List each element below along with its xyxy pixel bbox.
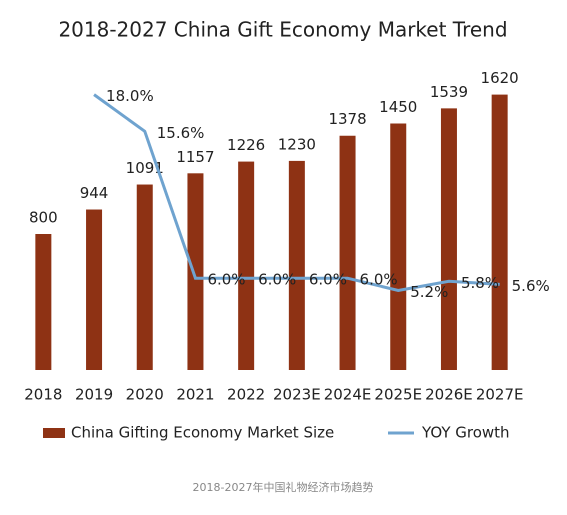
bar	[238, 161, 255, 370]
bar	[288, 160, 305, 370]
bar	[136, 184, 153, 370]
x-tick-label: 2026E	[425, 386, 473, 404]
x-tick-label: 2021	[176, 386, 214, 404]
x-tick-label: 2020	[126, 386, 164, 404]
bar	[35, 234, 52, 370]
line-value-label: 5.8%	[461, 274, 499, 292]
x-tick-label: 2022	[227, 386, 265, 404]
bar-value-label: 800	[29, 209, 58, 227]
bar-value-label: 1226	[227, 136, 265, 154]
caption: 2018-2027年中国礼物经济市场趋势	[193, 480, 374, 494]
line-value-label: 15.6%	[157, 124, 205, 142]
x-tick-label: 2025E	[374, 386, 422, 404]
bar-value-label: 1378	[328, 110, 366, 128]
bar	[491, 94, 508, 370]
x-tick-label: 2027E	[476, 386, 524, 404]
bar-value-label: 1450	[379, 98, 417, 116]
x-tick-label: 2018	[24, 386, 62, 404]
bar-value-label: 1230	[278, 135, 316, 153]
bar	[339, 135, 356, 370]
line-value-label: 6.0%	[309, 271, 347, 289]
bar-value-label: 944	[80, 184, 109, 202]
bar-value-label: 1157	[176, 148, 214, 166]
bar-value-label: 1620	[481, 69, 519, 87]
legend-swatch	[43, 428, 65, 438]
bar	[440, 108, 457, 371]
x-tick-label: 2024E	[324, 386, 372, 404]
x-tick-label: 2023E	[273, 386, 321, 404]
line-value-label: 6.0%	[258, 271, 296, 289]
bar	[86, 209, 103, 370]
x-tick-label: 2019	[75, 386, 113, 404]
chart-title: 2018-2027 China Gift Economy Market Tren…	[58, 18, 507, 42]
line-value-label: 6.0%	[207, 271, 245, 289]
line-value-label: 5.6%	[512, 277, 550, 295]
bar	[187, 173, 204, 370]
bar-value-label: 1539	[430, 83, 468, 101]
legend-label: China Gifting Economy Market Size	[71, 424, 334, 442]
line-value-label: 6.0%	[360, 271, 398, 289]
line-value-label: 5.2%	[410, 283, 448, 301]
bar	[390, 123, 407, 370]
line	[93, 93, 500, 292]
line-value-label: 18.0%	[106, 87, 154, 105]
legend-label: YOY Growth	[421, 424, 510, 442]
